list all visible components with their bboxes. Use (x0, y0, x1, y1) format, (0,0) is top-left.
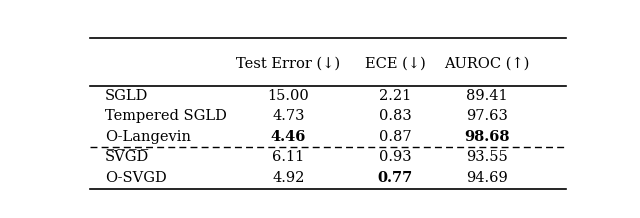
Text: 15.00: 15.00 (268, 89, 309, 103)
Text: Tempered SGLD: Tempered SGLD (105, 109, 227, 123)
Text: 89.41: 89.41 (466, 89, 508, 103)
Text: Test Error (↓): Test Error (↓) (236, 57, 340, 71)
Text: 0.93: 0.93 (379, 150, 412, 164)
Text: SGLD: SGLD (105, 89, 148, 103)
Text: S̅V̅G̅D̅: S̅V̅G̅D̅ (105, 150, 149, 164)
Text: 4.46: 4.46 (271, 130, 306, 144)
Text: O-Langevin: O-Langevin (105, 130, 191, 144)
Text: 4.92: 4.92 (272, 171, 305, 185)
Text: 0.77: 0.77 (378, 171, 413, 185)
Text: O-SVGD: O-SVGD (105, 171, 166, 185)
Text: 6.11: 6.11 (272, 150, 305, 164)
Text: 0.83: 0.83 (379, 109, 412, 123)
Text: 94.69: 94.69 (466, 171, 508, 185)
Text: 97.63: 97.63 (466, 109, 508, 123)
Text: 4.73: 4.73 (272, 109, 305, 123)
Text: ECE (↓): ECE (↓) (365, 57, 426, 71)
Text: 93.55: 93.55 (466, 150, 508, 164)
Text: 2.21: 2.21 (379, 89, 411, 103)
Text: 98.68: 98.68 (464, 130, 509, 144)
Text: 0.87: 0.87 (379, 130, 412, 144)
Text: AUROC (↑): AUROC (↑) (444, 57, 529, 71)
